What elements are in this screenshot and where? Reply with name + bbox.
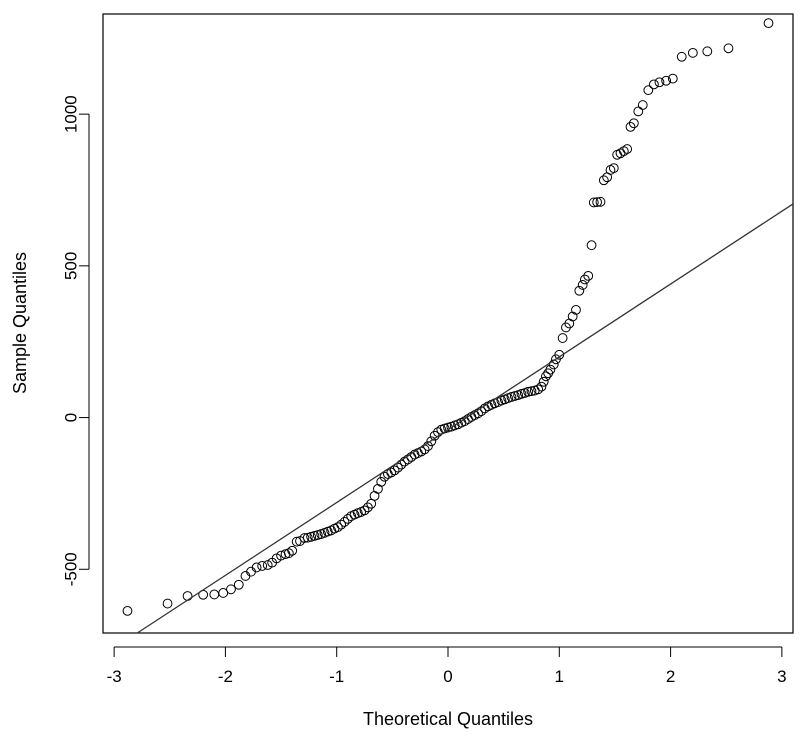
x-tick-label: 1: [555, 667, 564, 686]
data-point: [283, 548, 294, 559]
data-point: [218, 588, 229, 598]
y-tick-label: 0: [61, 413, 80, 422]
data-point: [523, 386, 534, 397]
data-point: [608, 163, 619, 174]
y-axis-label: Sample Quantiles: [10, 252, 30, 394]
x-axis: -3 -2 -1 0 1 2 3: [107, 646, 787, 686]
data-point: [577, 280, 588, 290]
x-axis-label: Theoretical Quantiles: [363, 709, 533, 729]
data-point: [633, 106, 644, 117]
data-point: [687, 47, 698, 58]
data-point: [291, 536, 302, 547]
points-layer: [122, 18, 774, 616]
y-tick-label: 1000: [61, 95, 80, 133]
data-point: [643, 85, 654, 96]
data-point: [625, 121, 636, 132]
y-tick-label: -500: [61, 552, 80, 586]
data-point: [595, 196, 606, 207]
data-point: [246, 566, 256, 577]
data-point: [287, 545, 298, 556]
data-point: [579, 274, 590, 285]
data-point: [162, 598, 173, 609]
x-tick-label: -1: [329, 667, 344, 686]
data-point: [723, 43, 734, 54]
reference-line: [136, 203, 794, 634]
data-point: [583, 270, 594, 281]
data-point: [661, 75, 672, 86]
data-point: [389, 465, 400, 476]
x-tick-label: -3: [107, 667, 122, 686]
data-point: [426, 436, 437, 447]
data-point: [233, 579, 244, 590]
data-point: [251, 562, 262, 573]
data-point: [654, 77, 665, 88]
data-point: [533, 384, 544, 395]
data-point: [122, 605, 133, 616]
data-point: [702, 46, 713, 57]
data-point: [538, 376, 549, 387]
x-tick-label: 2: [666, 667, 675, 686]
data-point: [182, 591, 193, 601]
data-point: [557, 333, 568, 343]
data-point: [376, 476, 387, 487]
y-tick-label: 500: [61, 252, 80, 280]
data-point: [574, 285, 585, 296]
data-point: [386, 467, 397, 478]
data-point: [667, 73, 678, 84]
data-point: [209, 589, 220, 600]
data-point: [571, 304, 581, 315]
data-point: [339, 517, 350, 527]
data-point: [545, 364, 556, 375]
data-point: [240, 571, 251, 581]
x-tick-label: 0: [443, 667, 452, 686]
data-point: [257, 561, 268, 571]
data-point: [226, 584, 236, 595]
plot-frame: [102, 13, 794, 634]
plot-region: [102, 13, 794, 634]
data-point: [359, 505, 370, 516]
data-point: [567, 311, 578, 322]
data-point: [526, 386, 537, 397]
data-point: [332, 522, 343, 532]
data-point: [598, 175, 609, 186]
y-axis: -500 0 500 1000: [61, 95, 90, 586]
data-point: [362, 502, 373, 513]
data-point: [676, 51, 687, 62]
data-point: [536, 381, 547, 392]
x-tick-label: -2: [218, 667, 233, 686]
data-point: [588, 197, 599, 208]
data-point: [618, 146, 629, 157]
data-point: [586, 240, 597, 251]
data-point: [622, 144, 633, 154]
x-tick-label: 3: [777, 667, 786, 686]
data-point: [299, 533, 310, 543]
data-point: [592, 197, 603, 208]
data-point: [628, 118, 639, 129]
data-point: [637, 100, 648, 110]
data-point: [336, 519, 347, 530]
data-point: [605, 165, 616, 175]
data-point: [648, 79, 659, 90]
data-point: [541, 371, 551, 382]
data-point: [763, 18, 774, 29]
